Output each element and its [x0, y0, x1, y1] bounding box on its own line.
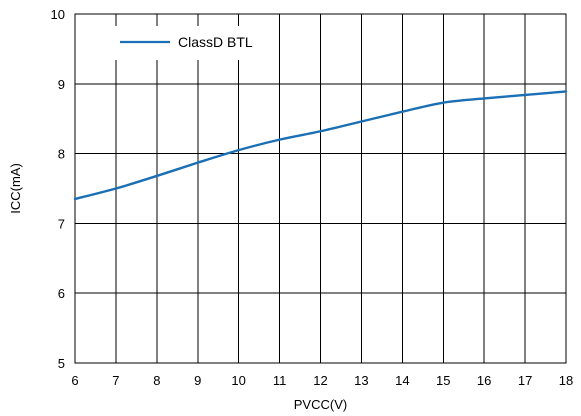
- data-point-10: [237, 148, 241, 152]
- x-tick-label-11: 11: [273, 373, 287, 388]
- vertical-gridlines: [115, 14, 526, 363]
- x-tick-label-13: 13: [354, 373, 368, 388]
- x-tick-label-8: 8: [153, 373, 160, 388]
- tick-marks: [74, 13, 567, 364]
- y-tick-label-8: 8: [58, 147, 65, 162]
- data-point-9: [196, 161, 200, 165]
- y-tick-label-10: 10: [51, 7, 65, 22]
- x-tick-label-16: 16: [477, 373, 491, 388]
- x-tick-label-10: 10: [231, 373, 245, 388]
- legend-label-classd-btl: ClassD BTL: [178, 34, 253, 50]
- y-axis-tick-labels: 5 6 7 8 9 10: [51, 7, 65, 371]
- data-point-6: [73, 197, 77, 201]
- x-axis-tick-labels: 6 7 8 9 10 11 12 13 14 15 16 17 18: [71, 373, 573, 388]
- data-point-15: [441, 101, 445, 105]
- series-layer: [73, 89, 568, 201]
- data-point-13: [359, 119, 363, 123]
- legend: ClassD BTL: [110, 26, 278, 60]
- data-point-12: [319, 129, 323, 133]
- horizontal-gridlines: [75, 83, 566, 294]
- y-tick-label-9: 9: [58, 77, 65, 92]
- series-line-0: [73, 90, 568, 201]
- data-point-11: [278, 138, 282, 142]
- x-tick-label-18: 18: [559, 373, 573, 388]
- x-axis-title: PVCC(V): [294, 397, 347, 412]
- data-point-8: [155, 174, 159, 178]
- data-point-7: [114, 187, 118, 191]
- y-axis-title: ICC(mA): [8, 163, 23, 214]
- y-tick-label-7: 7: [58, 216, 65, 231]
- x-tick-label-14: 14: [395, 373, 409, 388]
- data-point-16: [482, 96, 486, 100]
- x-tick-label-6: 6: [71, 373, 78, 388]
- data-point-18: [564, 89, 568, 93]
- y-tick-label-6: 6: [58, 286, 65, 301]
- data-point-17: [523, 93, 527, 97]
- x-tick-label-17: 17: [518, 373, 532, 388]
- x-tick-label-15: 15: [436, 373, 450, 388]
- x-tick-label-9: 9: [194, 373, 201, 388]
- y-tick-label-5: 5: [58, 356, 65, 371]
- x-tick-label-12: 12: [313, 373, 327, 388]
- x-tick-label-7: 7: [112, 373, 119, 388]
- data-point-14: [400, 110, 404, 114]
